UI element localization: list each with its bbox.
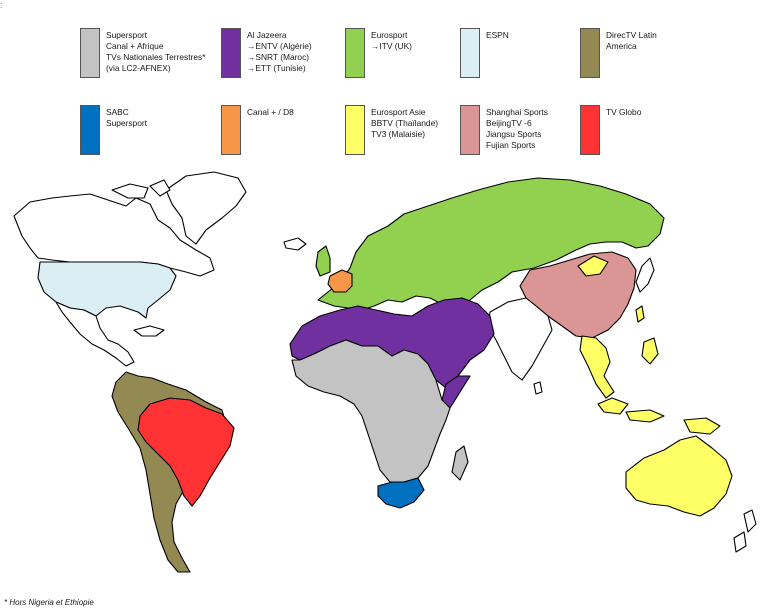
legend-label: Eurosport →ITV (UK) xyxy=(371,30,412,51)
legend-label: Shanghai Sports BeijingTV -6 Jiangsu Spor… xyxy=(486,107,548,150)
region-mongolia xyxy=(577,255,609,277)
region-iceland xyxy=(283,237,307,251)
legend-label: Canal + / D8 xyxy=(247,107,294,117)
legend-label: Al Jazeera →ENTV (Algérie) →SNRT (Maroc) →… xyxy=(247,30,312,73)
region-indonesia xyxy=(625,409,665,423)
region-new-zealand xyxy=(743,509,757,533)
region-indonesia xyxy=(597,397,629,415)
world-map-icon xyxy=(13,171,757,573)
legend-label: SABC Supersport xyxy=(106,107,147,128)
region-madagascar xyxy=(451,445,469,481)
region-caribbean xyxy=(133,325,165,337)
region-usa xyxy=(37,261,177,319)
region-new-zealand xyxy=(733,531,747,553)
legend-swatch xyxy=(580,105,600,155)
region-japan xyxy=(635,257,655,293)
legend-label: ESPN xyxy=(486,30,509,40)
region-greenland xyxy=(165,171,247,245)
legend-label: Supersport Canal + Afrique TVs Nationales… xyxy=(106,30,206,73)
legend-swatch xyxy=(221,28,241,78)
region-southeast-asia xyxy=(579,335,615,399)
legend-swatch xyxy=(460,28,480,78)
legend-label: Eurosport Asie BBTV (Thaïlande) TV3 (Mala… xyxy=(371,107,439,139)
legend-swatch xyxy=(580,28,600,78)
region-taiwan xyxy=(635,305,645,323)
region-south-asia xyxy=(487,297,553,381)
legend-swatch xyxy=(221,105,241,155)
region-australia xyxy=(625,435,733,517)
legend-swatch xyxy=(345,28,365,78)
region-png xyxy=(683,417,721,435)
region-sub-saharan-africa xyxy=(291,339,451,483)
legend-label: DirecTV Latin America xyxy=(606,30,657,51)
region-arctic-islands xyxy=(111,183,149,199)
legend-swatch xyxy=(80,28,100,78)
region-france xyxy=(327,269,353,293)
region-sri-lanka xyxy=(533,381,543,395)
region-arctic-islands xyxy=(149,179,171,197)
legend-label: TV Globo xyxy=(606,107,642,117)
legend-swatch xyxy=(460,105,480,155)
region-brazil xyxy=(137,397,235,507)
legend-swatch xyxy=(80,105,100,155)
legend-swatch xyxy=(345,105,365,155)
corner-mark: : xyxy=(0,0,3,10)
region-canada xyxy=(13,193,215,277)
region-europe-russia xyxy=(317,177,665,311)
region-philippines xyxy=(641,337,659,365)
region-uk xyxy=(315,245,331,277)
region-mexico-central-america xyxy=(55,301,135,367)
region-south-africa xyxy=(377,477,425,509)
footnote: * Hors Nigeria et Ethiopie xyxy=(4,598,94,607)
